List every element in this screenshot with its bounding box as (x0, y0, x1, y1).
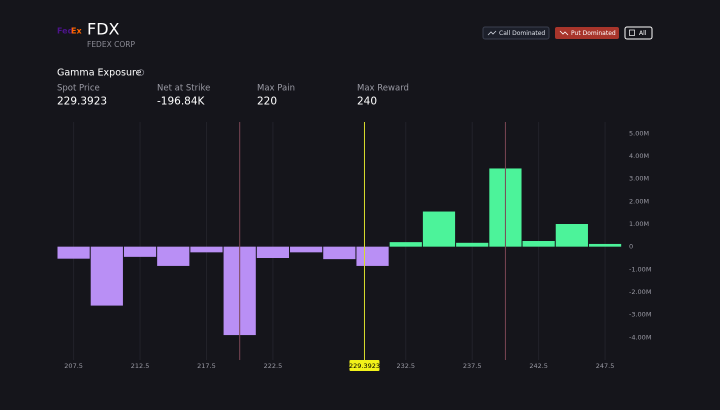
bar (555, 224, 588, 247)
bar (90, 246, 123, 306)
ticker: FDX (87, 20, 120, 39)
bar (356, 246, 389, 266)
icon (559, 30, 569, 36)
reference-label-bg (349, 360, 380, 371)
logo-fed: Fed (57, 27, 74, 36)
button-label: Put Dominated (571, 30, 616, 37)
button-bg (555, 27, 619, 39)
company: FEDEX CORP (87, 40, 135, 49)
y-tick-label: 4.00M (629, 152, 649, 160)
button-bg (482, 26, 550, 40)
y-tick-label: 3.00M (629, 175, 649, 183)
x-tick-label: 237.5 (463, 362, 482, 370)
y-tick-label: 5.00M (629, 129, 649, 137)
info-icon[interactable] (137, 69, 145, 76)
stat-value: -196.84K (157, 96, 206, 108)
y-tick-label: -3.00M (629, 311, 651, 319)
x-tick-label: 232.5 (396, 362, 415, 370)
logo-ex: Ex (71, 27, 82, 36)
y-tick-label: -4.00M (629, 333, 651, 341)
icon (629, 29, 635, 36)
bar (389, 242, 422, 247)
y-tick-label: -2.00M (629, 288, 651, 296)
bar (57, 246, 90, 259)
x-tick-label: 242.5 (529, 362, 548, 370)
put-dominated-button[interactable]: Put Dominated (555, 27, 619, 39)
y-tick-label: 1.00M (629, 220, 649, 228)
section-title: Gamma Exposure (57, 68, 142, 79)
x-tick-label: 222.5 (264, 362, 283, 370)
call-dominated-button[interactable]: Call Dominated (482, 26, 550, 40)
stats: Spot Price 229.3923 Net at Strike -196.84K M… (57, 84, 409, 108)
bar (588, 243, 622, 247)
icon (487, 30, 497, 36)
reference-label: 229.3923 (349, 362, 380, 370)
stat-label: Spot Price (57, 84, 100, 94)
bar (522, 241, 555, 247)
x-tick-label: 217.5 (197, 362, 216, 370)
bar (456, 242, 489, 247)
stat-label: Max Pain (257, 84, 295, 94)
all-button[interactable]: All (624, 26, 653, 40)
bar (256, 246, 290, 258)
chart: 5.00M 4.00M 3.00M 2.00M 1.00M 0 -1.00M -2.00M -3… (57, 122, 651, 371)
x-tick-label: 207.5 (64, 362, 83, 370)
bar (422, 211, 456, 247)
y-tick-label: -1.00M (629, 265, 651, 273)
button-label: Call Dominated (499, 30, 545, 37)
bar (290, 246, 323, 253)
y-tick-label: 2.00M (629, 197, 649, 205)
stat-value: 220 (257, 96, 277, 108)
bar (190, 246, 223, 253)
button-label: All (639, 30, 647, 37)
stat-value: 229.3923 (57, 96, 107, 108)
bar (323, 246, 356, 260)
stat-label: Net at Strike (157, 84, 210, 94)
x-tick-label: 212.5 (131, 362, 150, 370)
bar (157, 246, 190, 266)
y-tick-label: 0 (629, 243, 633, 251)
stat-value: 240 (357, 96, 377, 108)
bar (123, 246, 157, 257)
stat-label: Max Reward (357, 84, 409, 94)
x-tick-label: 247.5 (596, 362, 615, 370)
